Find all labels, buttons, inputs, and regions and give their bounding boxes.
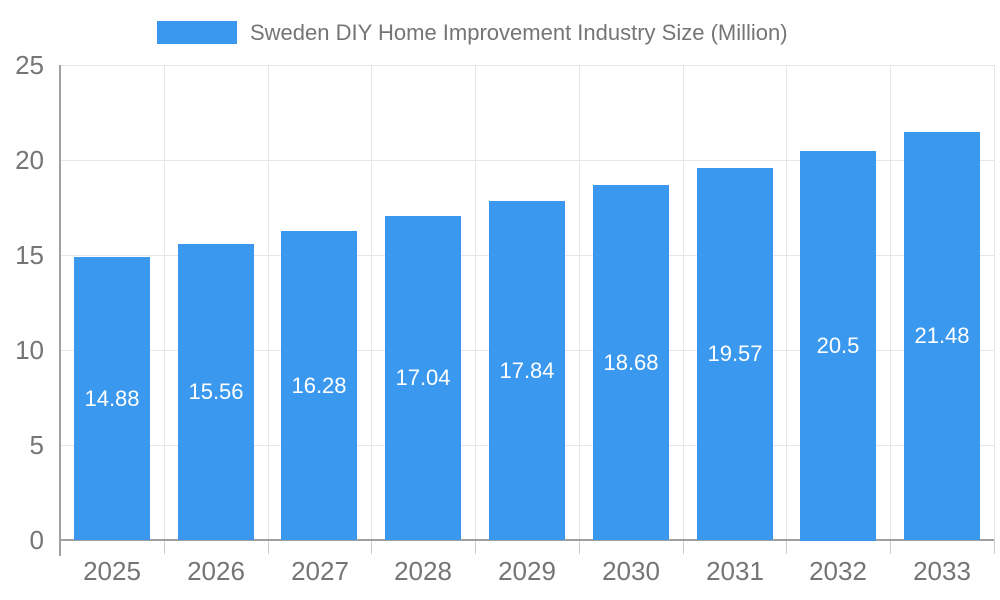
x-axis-tick-label: 2032 (809, 556, 867, 586)
bar[interactable]: 15.56 (178, 244, 254, 540)
bar-value-label: 18.68 (603, 349, 659, 375)
legend-swatch (157, 21, 237, 44)
bar[interactable]: 21.48 (904, 132, 980, 540)
x-axis-tick-label: 2028 (394, 556, 452, 586)
bar-value-label: 19.57 (707, 341, 763, 366)
x-axis-tick-label: 2031 (706, 556, 764, 586)
bar[interactable]: 18.68 (593, 185, 669, 540)
bar-value-label: 21.48 (914, 323, 970, 348)
y-axis-tick-label: 25 (15, 50, 44, 80)
bar-value-label: 14.88 (84, 385, 140, 411)
y-axis-line (59, 65, 61, 556)
chart-title: Sweden DIY Home Improvement Industry Siz… (250, 20, 788, 45)
vertical-gridline (371, 65, 372, 540)
y-axis-tick-label: 5 (29, 430, 44, 460)
bar-value-label: 17.84 (499, 357, 555, 383)
bar[interactable]: 16.28 (281, 231, 357, 540)
y-axis-tick-label: 15 (15, 240, 44, 270)
bar[interactable]: 17.04 (385, 216, 461, 540)
x-axis-tick (994, 540, 995, 554)
vertical-gridline (579, 65, 580, 540)
vertical-gridline (164, 65, 165, 540)
legend[interactable]: Sweden DIY Home Improvement Industry Siz… (157, 21, 788, 44)
y-axis-tick-label: 10 (15, 335, 44, 365)
x-axis-tick (890, 540, 891, 554)
y-axis-tick-label: 0 (29, 525, 44, 555)
vertical-gridline (268, 65, 269, 540)
y-axis-tick-label: 20 (15, 145, 44, 175)
horizontal-gridline (60, 65, 994, 66)
x-axis-tick (786, 540, 787, 554)
x-axis-tick (579, 540, 580, 554)
x-axis-tick-label: 2033 (913, 556, 971, 586)
x-axis-tick-label: 2025 (83, 556, 141, 586)
x-axis-tick-label: 2029 (498, 556, 556, 586)
vertical-gridline (786, 65, 787, 540)
vertical-gridline (890, 65, 891, 540)
bar-value-label: 15.56 (188, 379, 244, 404)
bar[interactable]: 19.57 (697, 168, 773, 540)
x-axis-tick-label: 2026 (187, 556, 245, 586)
bar[interactable]: 20.5 (800, 151, 876, 541)
vertical-gridline (683, 65, 684, 540)
x-axis-tick (475, 540, 476, 554)
bar[interactable]: 17.84 (489, 201, 565, 540)
x-axis-tick (164, 540, 165, 554)
bar[interactable]: 14.88 (74, 257, 150, 540)
bar-value-label: 20.5 (816, 333, 860, 358)
x-axis-tick-label: 2030 (602, 556, 660, 586)
bar-value-label: 17.04 (395, 365, 451, 390)
vertical-gridline (475, 65, 476, 540)
x-axis-tick-label: 2027 (291, 556, 349, 586)
x-axis-tick (683, 540, 684, 554)
x-axis-tick (268, 540, 269, 554)
x-axis-tick (371, 540, 372, 554)
vertical-gridline (994, 65, 995, 540)
horizontal-gridline (60, 160, 994, 161)
x-axis-line (59, 539, 994, 541)
bar-value-label: 16.28 (291, 372, 347, 398)
